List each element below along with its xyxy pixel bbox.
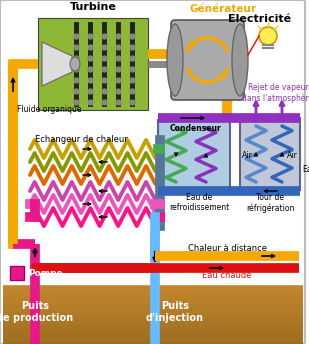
Ellipse shape	[70, 57, 80, 71]
Text: Puits
d'injection: Puits d'injection	[146, 301, 204, 323]
Polygon shape	[42, 42, 72, 86]
Ellipse shape	[167, 24, 183, 96]
FancyBboxPatch shape	[38, 18, 148, 110]
Text: Air: Air	[242, 151, 253, 160]
Text: Air: Air	[287, 151, 298, 160]
Text: Fluide organique: Fluide organique	[17, 105, 82, 114]
Text: Puits
de production: Puits de production	[0, 301, 74, 323]
Text: Condenseur: Condenseur	[170, 124, 222, 133]
FancyBboxPatch shape	[158, 120, 230, 190]
Text: Echangeur de chaleur: Echangeur de chaleur	[35, 135, 128, 144]
Text: Rejet de vapeur
dans l'atmosphère: Rejet de vapeur dans l'atmosphère	[242, 83, 309, 103]
Text: Chaleur à distance: Chaleur à distance	[188, 244, 266, 253]
Text: Electricité: Electricité	[228, 14, 292, 24]
Text: Eau de
refroidissement: Eau de refroidissement	[169, 193, 229, 212]
Text: Tour de
réfrigération: Tour de réfrigération	[246, 193, 294, 213]
Text: Eau chaude: Eau chaude	[202, 271, 252, 280]
Text: Eau: Eau	[302, 165, 309, 174]
FancyBboxPatch shape	[10, 266, 24, 280]
Text: Générateur: Générateur	[189, 4, 256, 14]
Text: Turbine: Turbine	[70, 2, 116, 12]
FancyBboxPatch shape	[240, 118, 300, 190]
Ellipse shape	[232, 24, 248, 96]
FancyBboxPatch shape	[171, 20, 244, 100]
Circle shape	[259, 27, 277, 45]
Text: Pompe: Pompe	[28, 269, 63, 278]
